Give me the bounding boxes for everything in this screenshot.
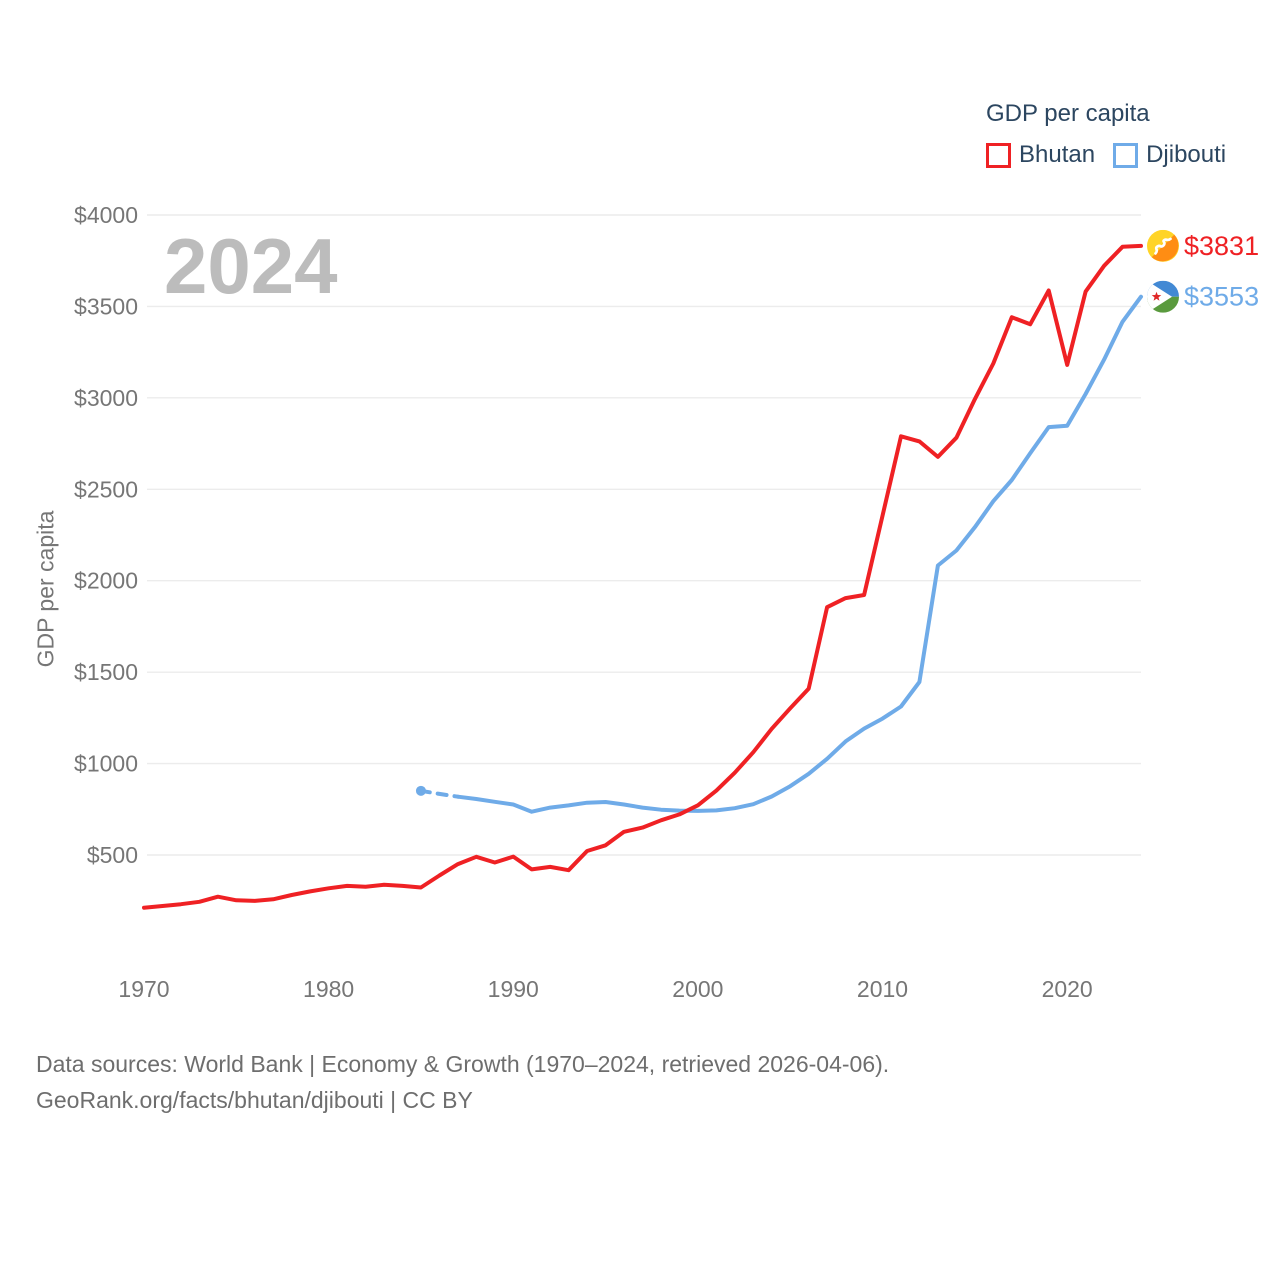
- gridlines: [147, 214, 1141, 856]
- x-tick-label: 1990: [488, 976, 539, 1002]
- djibouti-flag-triangle: [1147, 280, 1172, 313]
- x-tick-label: 2000: [672, 976, 723, 1002]
- y-tick-label: $3500: [74, 293, 138, 319]
- y-tick-label: $2500: [74, 476, 138, 502]
- djibouti-swatch-icon: [1113, 142, 1139, 168]
- data-line: [455, 294, 1143, 814]
- start-marker: [415, 785, 426, 796]
- bhutan-flag-icon: [1147, 229, 1179, 262]
- series-end-labels: $3553 $3831: [1184, 231, 1259, 312]
- djibouti-end-label: $3553: [1184, 282, 1259, 312]
- y-tick-label: $1000: [74, 751, 138, 777]
- y-tick-label: $1500: [74, 659, 138, 685]
- bhutan-flag-dragon: [1154, 237, 1172, 255]
- legend: GDP per capita Bhutan Djibouti: [986, 100, 1226, 169]
- bhutan-swatch-icon: [986, 142, 1011, 168]
- x-tick-label: 1980: [303, 976, 354, 1002]
- y-tick-label: $3000: [74, 385, 138, 411]
- year-watermark: 2024: [164, 222, 338, 310]
- y-axis-title: GDP per capita: [32, 510, 59, 668]
- legend-item-label: Bhutan: [1019, 141, 1096, 168]
- y-axis-tick-labels: $500 $1000 $1500 $2000 $2500 $3000 $3500 $4000: [74, 202, 138, 868]
- legend-item-label: Djibouti: [1146, 141, 1227, 168]
- legend-item-djibouti[interactable]: Djibouti: [1113, 141, 1226, 169]
- footer: Data sources: World Bank | Economy & Gro…: [36, 1046, 889, 1118]
- footer-attribution-line: GeoRank.org/facts/bhutan/djibouti | CC B…: [36, 1087, 473, 1113]
- legend-title: GDP per capita: [986, 100, 1150, 127]
- data-line: [142, 243, 1143, 910]
- y-tick-label: $500: [87, 842, 138, 868]
- bhutan-series[interactable]: [142, 243, 1143, 910]
- legend-item-bhutan[interactable]: Bhutan: [986, 141, 1095, 169]
- series-lines: [142, 243, 1143, 910]
- x-tick-label: 1970: [118, 976, 169, 1002]
- dashed-lead-line: [418, 788, 460, 799]
- y-tick-label: $2000: [74, 568, 138, 594]
- x-tick-label: 2010: [857, 976, 908, 1002]
- djibouti-flag-icon: [1147, 280, 1179, 313]
- bhutan-end-label: $3831: [1184, 231, 1259, 261]
- x-axis-tick-labels: 1970 1980 1990 2000 2010 2020: [118, 976, 1092, 1002]
- footer-sources-line: Data sources: World Bank | Economy & Gro…: [36, 1051, 890, 1077]
- djibouti-series[interactable]: [415, 294, 1143, 814]
- x-tick-label: 2020: [1042, 976, 1093, 1002]
- y-tick-label: $4000: [74, 202, 138, 228]
- bhutan-flag-orange-half: [1151, 234, 1179, 262]
- djibouti-flag-star: [1151, 291, 1162, 301]
- legend-items: Bhutan Djibouti: [986, 141, 1226, 169]
